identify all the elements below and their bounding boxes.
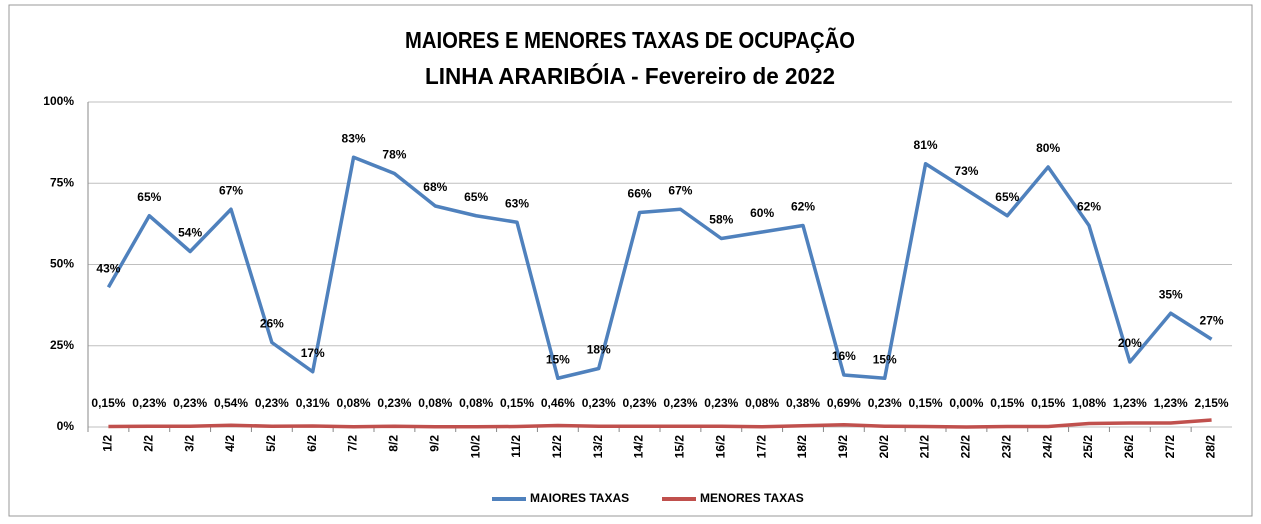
x-tick-label: 1/2	[101, 435, 115, 452]
x-tick-label: 9/2	[427, 435, 441, 452]
data-label: 20%	[1118, 336, 1142, 350]
x-tick-label: 26/2	[1122, 435, 1136, 459]
y-tick-label: 100%	[43, 94, 74, 108]
x-tick-label: 17/2	[754, 435, 768, 459]
data-label: 0,46%	[541, 396, 575, 410]
data-label: 65%	[464, 190, 488, 204]
data-label: 54%	[178, 226, 202, 240]
x-tick-label: 16/2	[713, 435, 727, 459]
data-label: 0,15%	[500, 396, 534, 410]
data-label: 35%	[1159, 287, 1183, 301]
data-label: 15%	[546, 352, 570, 366]
data-label: 78%	[382, 148, 406, 162]
data-label: 0,15%	[1031, 396, 1065, 410]
x-tick-label: 19/2	[836, 435, 850, 459]
data-label: 0,08%	[745, 396, 779, 410]
data-label: 1,23%	[1113, 396, 1147, 410]
data-label: 58%	[709, 213, 733, 227]
data-label: 0,69%	[827, 396, 861, 410]
data-label: 0,23%	[255, 396, 289, 410]
x-tick-label: 8/2	[387, 435, 401, 452]
data-label: 16%	[832, 349, 856, 363]
data-label: 0,23%	[868, 396, 902, 410]
chart-border	[8, 4, 1253, 517]
x-tick-label: 10/2	[468, 435, 482, 459]
data-label: 0,15%	[990, 396, 1024, 410]
data-label: 0,23%	[132, 396, 166, 410]
data-label: 26%	[260, 317, 284, 331]
data-label: 17%	[301, 346, 325, 360]
x-tick-label: 24/2	[1040, 435, 1054, 459]
data-label: 43%	[96, 261, 120, 275]
data-label: 73%	[954, 164, 978, 178]
data-label: 62%	[1077, 200, 1101, 214]
data-label: 65%	[995, 190, 1019, 204]
data-label: 0,23%	[623, 396, 657, 410]
x-tick-label: 15/2	[673, 435, 687, 459]
x-tick-label: 2/2	[141, 435, 155, 452]
line	[106, 155, 1213, 380]
y-tick-label: 75%	[50, 175, 74, 189]
data-label: 63%	[505, 196, 529, 210]
y-tick-label: 25%	[50, 338, 74, 352]
x-tick-label: 7/2	[346, 435, 360, 452]
y-tick-label: 50%	[50, 257, 74, 271]
data-label: 0,38%	[786, 396, 820, 410]
x-tick-label: 5/2	[264, 435, 278, 452]
data-label: 0,23%	[173, 396, 207, 410]
x-tick-label: 6/2	[305, 435, 319, 452]
legend-label: MENORES TAXAS	[700, 491, 804, 505]
legend-label: MAIORES TAXAS	[530, 491, 629, 505]
x-tick-label: 13/2	[591, 435, 605, 459]
data-label: 83%	[342, 131, 366, 145]
data-label: 62%	[791, 200, 815, 214]
data-label: 0,08%	[418, 396, 452, 410]
data-label: 60%	[750, 206, 774, 220]
x-tick-label: 21/2	[918, 435, 932, 459]
x-tick-label: 25/2	[1081, 435, 1095, 459]
data-label: 15%	[873, 352, 897, 366]
data-label: 66%	[628, 187, 652, 201]
x-tick-label: 3/2	[182, 435, 196, 452]
x-tick-label: 4/2	[223, 435, 237, 452]
line	[108, 418, 1212, 429]
data-label: 0,15%	[91, 396, 125, 410]
chart-subtitle: LINHA ARARIBÓIA - Fevereiro de 2022	[425, 62, 835, 89]
data-label: 67%	[219, 183, 243, 197]
data-label: 67%	[668, 183, 692, 197]
x-tick-label: 27/2	[1163, 435, 1177, 459]
data-label: 0,23%	[704, 396, 738, 410]
chart-title: MAIORES E MENORES TAXAS DE OCUPAÇÃO	[405, 26, 855, 53]
data-label: 0,23%	[377, 396, 411, 410]
data-label: 1,23%	[1154, 396, 1188, 410]
x-tick-label: 20/2	[877, 435, 891, 459]
data-label: 0,23%	[582, 396, 616, 410]
data-label: 0,08%	[459, 396, 493, 410]
data-label: 2,15%	[1195, 396, 1229, 410]
data-label: 27%	[1200, 313, 1224, 327]
x-tick-label: 22/2	[959, 435, 973, 459]
data-label: 0,23%	[663, 396, 697, 410]
data-label: 0,54%	[214, 396, 248, 410]
x-tick-label: 28/2	[1204, 435, 1218, 459]
x-tick-label: 12/2	[550, 435, 564, 459]
data-label: 0,00%	[949, 396, 983, 410]
data-label: 0,31%	[296, 396, 330, 410]
data-label: 0,08%	[337, 396, 371, 410]
data-label: 18%	[587, 343, 611, 357]
data-label: 81%	[914, 138, 938, 152]
x-tick-label: 23/2	[999, 435, 1013, 459]
x-tick-label: 11/2	[509, 435, 523, 458]
data-label: 0,15%	[909, 396, 943, 410]
data-label: 65%	[137, 190, 161, 204]
y-tick-label: 0%	[57, 419, 75, 433]
x-tick-label: 18/2	[795, 435, 809, 459]
data-label: 1,08%	[1072, 396, 1106, 410]
x-tick-label: 14/2	[632, 435, 646, 459]
data-label: 68%	[423, 180, 447, 194]
data-label: 80%	[1036, 141, 1060, 155]
